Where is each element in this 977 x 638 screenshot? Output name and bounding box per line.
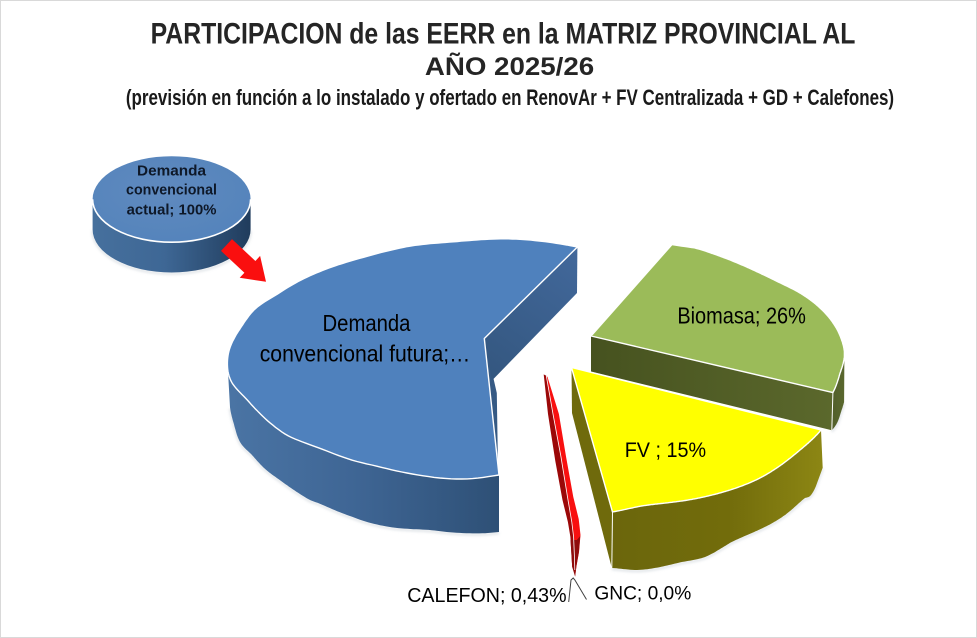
svg-text:PARTICIPACION de las EERR en l: PARTICIPACION de las EERR en la MATRIZ P… bbox=[151, 16, 856, 50]
svg-text:Demanda: Demanda bbox=[323, 310, 412, 337]
svg-text:CALEFON; 0,43%: CALEFON; 0,43% bbox=[407, 585, 566, 607]
svg-text:actual; 100%: actual; 100% bbox=[127, 201, 217, 218]
svg-text:convencional futura;…: convencional futura;… bbox=[260, 341, 471, 367]
svg-text:FV ; 15%: FV ; 15% bbox=[625, 440, 706, 463]
svg-text:(previsión en función a lo ins: (previsión en función a lo instalado y o… bbox=[126, 86, 894, 111]
svg-text:convencional: convencional bbox=[126, 182, 217, 198]
svg-text:AÑO 2025/26: AÑO 2025/26 bbox=[425, 52, 594, 80]
svg-text:Demanda: Demanda bbox=[137, 163, 207, 180]
svg-text:GNC; 0,0%: GNC; 0,0% bbox=[594, 583, 691, 605]
svg-text:Biomasa; 26%: Biomasa; 26% bbox=[677, 302, 806, 329]
